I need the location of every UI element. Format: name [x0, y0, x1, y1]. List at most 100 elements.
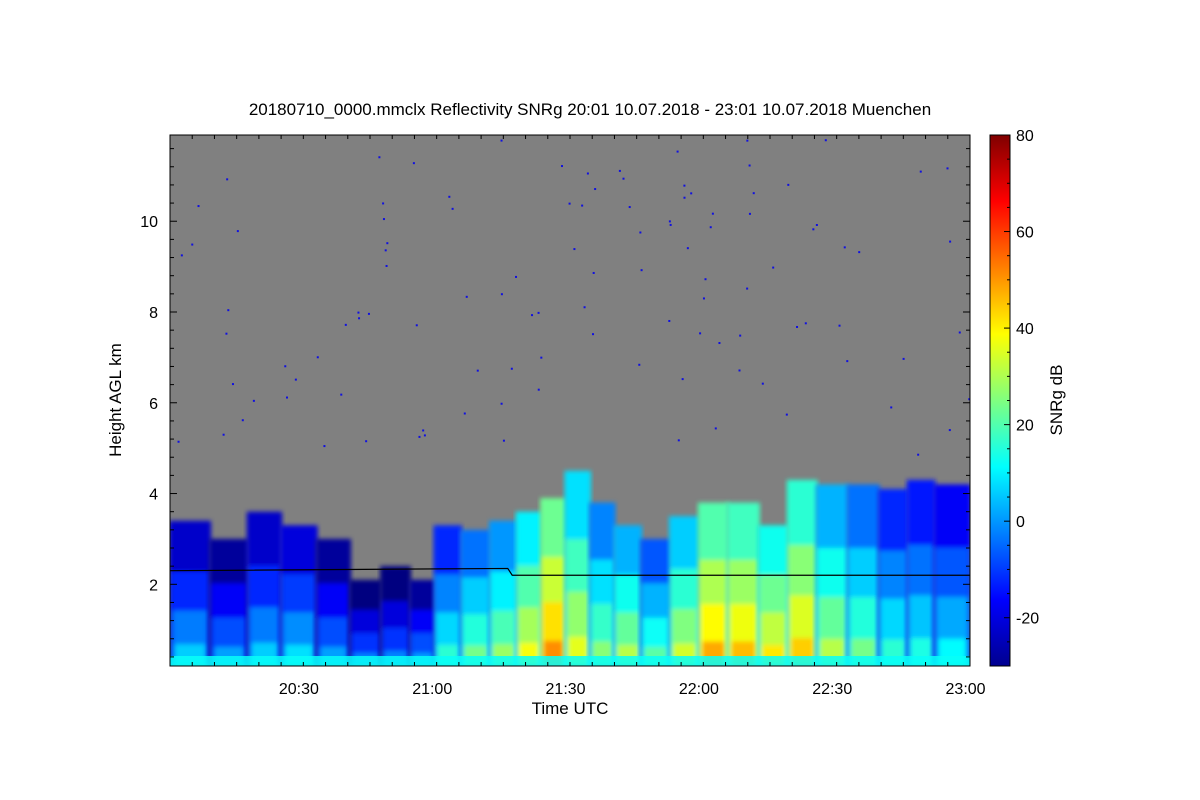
noise-speck	[540, 356, 543, 359]
noise-speck	[382, 218, 385, 221]
noise-speck	[699, 332, 702, 335]
noise-speck	[714, 427, 717, 430]
noise-speck	[581, 204, 584, 207]
y-axis: 2 4 6 8 10	[140, 148, 970, 658]
noise-speck	[668, 220, 671, 223]
y-tick-label: 10	[140, 214, 158, 231]
echo-column	[726, 502, 760, 666]
noise-speck	[785, 413, 788, 416]
colorbar-tick-label: 40	[1016, 321, 1034, 338]
noise-speck	[537, 388, 540, 391]
noise-speck	[843, 246, 846, 249]
noise-speck	[227, 309, 230, 312]
noise-speck	[761, 382, 764, 385]
noise-speck	[638, 363, 641, 366]
noise-speck	[718, 342, 721, 345]
y-tick-label: 2	[149, 577, 158, 594]
x-tick-label: 21:30	[546, 681, 586, 698]
noise-speck	[746, 287, 749, 290]
noise-speck	[948, 429, 951, 432]
echo-column	[246, 511, 283, 666]
noise-speck	[412, 162, 415, 165]
x-tick-label: 22:00	[679, 681, 719, 698]
noise-speck	[677, 439, 680, 442]
noise-speck	[465, 295, 468, 298]
noise-speck	[500, 402, 503, 405]
boundary-layer-line	[170, 567, 970, 576]
noise-speck	[231, 383, 234, 386]
colorbar-tick-label: 20	[1016, 418, 1034, 435]
echo-column	[564, 470, 591, 666]
echo-column	[906, 479, 936, 666]
noise-speck	[226, 178, 229, 181]
noise-speck	[683, 196, 686, 199]
noise-speck	[681, 378, 684, 381]
noise-speck	[709, 226, 712, 229]
noise-speck	[946, 167, 949, 170]
noise-speck	[958, 331, 961, 334]
y-tick-label: 8	[149, 305, 158, 322]
noise-speck	[537, 311, 540, 314]
noise-specks	[177, 139, 970, 456]
ground-strip	[170, 656, 970, 666]
noise-speck	[252, 399, 255, 402]
echo-column	[640, 538, 671, 666]
y-axis-label: Height AGL km	[106, 343, 125, 457]
noise-speck	[225, 332, 228, 335]
noise-speck	[180, 254, 183, 257]
noise-speck	[586, 172, 589, 175]
noise-speck	[463, 412, 466, 415]
noise-speck	[858, 251, 861, 254]
y-tick-label: 6	[149, 396, 158, 413]
noise-speck	[386, 242, 389, 245]
noise-speck	[711, 212, 714, 215]
noise-speck	[415, 324, 418, 327]
noise-speck	[838, 324, 841, 327]
noise-speck	[592, 333, 595, 336]
noise-speck	[949, 240, 952, 243]
noise-speck	[919, 170, 922, 173]
echo-column	[786, 479, 818, 666]
noise-speck	[640, 269, 643, 272]
colorbar-tick-label: -20	[1016, 611, 1039, 628]
noise-speck	[294, 378, 297, 381]
noise-speck	[285, 396, 288, 399]
noise-speck	[739, 334, 742, 337]
noise-speck	[222, 433, 225, 436]
noise-speck	[702, 297, 705, 300]
noise-speck	[423, 434, 426, 437]
echo-column	[757, 525, 789, 666]
x-tick-label: 23:00	[946, 681, 986, 698]
noise-speck	[316, 356, 319, 359]
echo-column	[280, 525, 318, 666]
x-tick-label: 22:30	[812, 681, 852, 698]
noise-speck	[686, 247, 689, 250]
noise-speck	[704, 278, 707, 281]
noise-speck	[241, 419, 244, 422]
y-tick-label: 4	[149, 487, 158, 504]
noise-speck	[738, 369, 741, 372]
noise-speck	[676, 150, 679, 153]
noise-speck	[690, 192, 693, 195]
echo-column	[315, 538, 351, 666]
noise-speck	[340, 393, 343, 396]
noise-speck	[382, 202, 385, 205]
colorbar-tick-label: 60	[1016, 225, 1034, 242]
echo-column	[669, 516, 700, 666]
echo-layer	[170, 470, 970, 666]
noise-speck	[418, 435, 421, 438]
echo-column	[540, 498, 567, 666]
noise-speck	[669, 223, 672, 226]
noise-speck	[748, 212, 751, 215]
noise-speck	[502, 439, 505, 442]
noise-speck	[618, 169, 621, 172]
noise-speck	[815, 223, 818, 226]
noise-speck	[668, 319, 671, 322]
noise-speck	[448, 195, 451, 198]
noise-speck	[357, 311, 360, 314]
echo-column	[433, 525, 463, 666]
noise-speck	[236, 230, 239, 233]
noise-speck	[323, 445, 326, 448]
noise-speck	[197, 205, 200, 208]
